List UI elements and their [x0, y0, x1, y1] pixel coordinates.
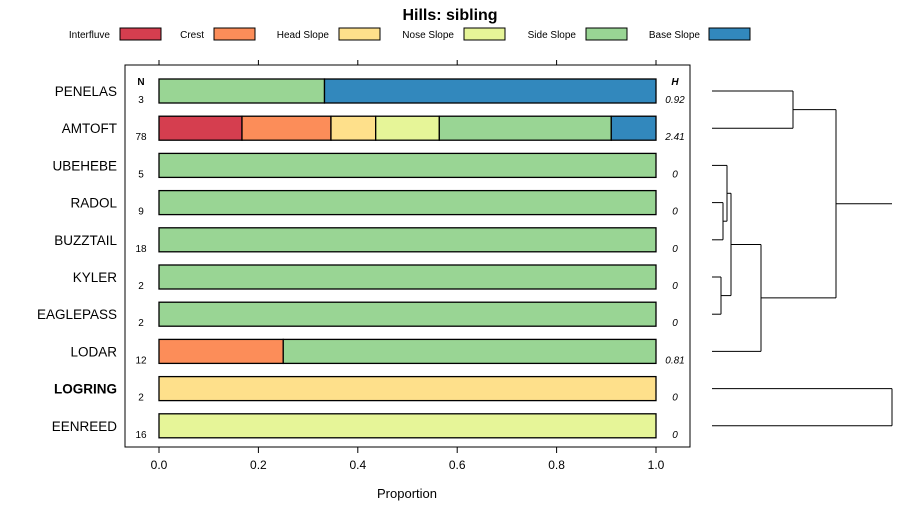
row-label: LODAR [70, 344, 117, 359]
row-label: EENREED [52, 419, 118, 434]
row-eaglepass: EAGLEPASS 2 0 [37, 301, 678, 329]
h-value: 0 [672, 393, 678, 404]
bar-segment-side-slope [158, 78, 326, 104]
row-label: LOGRING [54, 382, 117, 397]
bar-segment-nose-slope [158, 413, 657, 439]
legend-label-2: Head Slope [277, 30, 330, 41]
n-value: 2 [138, 393, 144, 404]
x-tick-label: 0.4 [349, 458, 366, 472]
h-value: 2.41 [664, 132, 684, 143]
row-label: PENELAS [55, 84, 117, 99]
n-value: 12 [135, 355, 147, 366]
n-value: 5 [138, 169, 144, 180]
legend-swatch-0 [119, 27, 162, 41]
x-tick-label: 0.0 [151, 458, 168, 472]
row-label: UBEHEBE [52, 158, 117, 173]
legend: Interfluve Crest Head Slope Nose Slope Side … [69, 27, 751, 41]
dendrogram [712, 90, 893, 427]
row-label: BUZZTAIL [54, 233, 117, 248]
row-radol: RADOL 9 0 [70, 189, 678, 218]
bar-segment-head-slope [158, 375, 657, 402]
legend-label-1: Crest [180, 30, 204, 41]
bar-segment-head-slope [330, 115, 377, 141]
bar-segment-base-slope [610, 115, 657, 141]
row-lodar: LODAR 12 0.81 [70, 338, 685, 366]
legend-label-0: Interfluve [69, 30, 111, 41]
h-value: 0 [672, 281, 678, 292]
x-axis: 0.0 0.2 0.4 0.6 0.8 1.0 [151, 447, 665, 472]
row-label: RADOL [70, 196, 117, 211]
row-label: KYLER [73, 270, 118, 285]
row-penelas: PENELAS 3 0.92 [55, 78, 685, 106]
n-value: 16 [135, 430, 147, 441]
plot-frame [124, 64, 691, 448]
n-value: 18 [135, 244, 147, 255]
h-value: 0 [672, 244, 678, 255]
rows: PENELAS 3 0.92 AMTOFT 78 2.41 UBEHEBE 5 0 RADOL 9 0… [37, 78, 685, 441]
bar-segment-side-slope [158, 227, 657, 253]
n-value: 78 [135, 132, 147, 143]
legend-label-3: Nose Slope [402, 30, 454, 41]
h-value: 0.92 [665, 95, 685, 106]
row-buzztail: BUZZTAIL 18 0 [54, 227, 678, 255]
bar-segment-side-slope [158, 189, 657, 216]
bar-segment-crest [158, 338, 284, 365]
legend-swatch-2 [338, 27, 381, 41]
bar-segment-side-slope [158, 301, 657, 327]
n-value: 3 [138, 95, 144, 106]
legend-swatch-3 [463, 27, 506, 41]
n-value: 9 [138, 207, 144, 218]
row-ubehebe: UBEHEBE 5 0 [52, 152, 678, 180]
x-tick-label: 0.6 [449, 458, 466, 472]
row-label: EAGLEPASS [37, 307, 117, 322]
n-value: 2 [138, 281, 144, 292]
top-axis-ticks [158, 60, 657, 65]
h-value: 0 [672, 207, 678, 218]
x-tick-label: 0.2 [250, 458, 267, 472]
row-logring: LOGRING 2 0 [54, 375, 678, 404]
row-kyler: KYLER 2 0 [73, 264, 678, 292]
x-tick-label: 1.0 [648, 458, 665, 472]
x-tick-label: 0.8 [548, 458, 565, 472]
bar-segment-base-slope [323, 78, 657, 104]
h-value: 0.81 [665, 355, 684, 366]
h-value: 0 [672, 318, 678, 329]
legend-swatch-4 [585, 27, 628, 41]
legend-swatch-5 [708, 27, 751, 41]
n-value: 2 [138, 318, 144, 329]
bar-segment-nose-slope [375, 115, 440, 141]
n-column-header: N [137, 77, 144, 88]
legend-label-5: Base Slope [649, 30, 701, 41]
bar-segment-side-slope [282, 338, 657, 365]
bar-segment-interfluve [158, 115, 243, 141]
bar-segment-side-slope [158, 264, 657, 290]
legend-label-4: Side Slope [528, 30, 577, 41]
row-amtoft: AMTOFT 78 2.41 [62, 115, 685, 143]
legend-swatch-1 [213, 27, 256, 41]
bar-segment-crest [241, 115, 332, 141]
h-value: 0 [672, 169, 678, 180]
bar-segment-side-slope [158, 152, 657, 179]
row-eenreed: EENREED 16 0 [52, 413, 678, 441]
row-label: AMTOFT [62, 121, 117, 136]
bar-segment-side-slope [438, 115, 612, 141]
h-column-header: H [671, 77, 679, 88]
h-value: 0 [672, 430, 678, 441]
chart-title: Hills: sibling [402, 7, 497, 24]
x-axis-label: Proportion [377, 486, 437, 501]
